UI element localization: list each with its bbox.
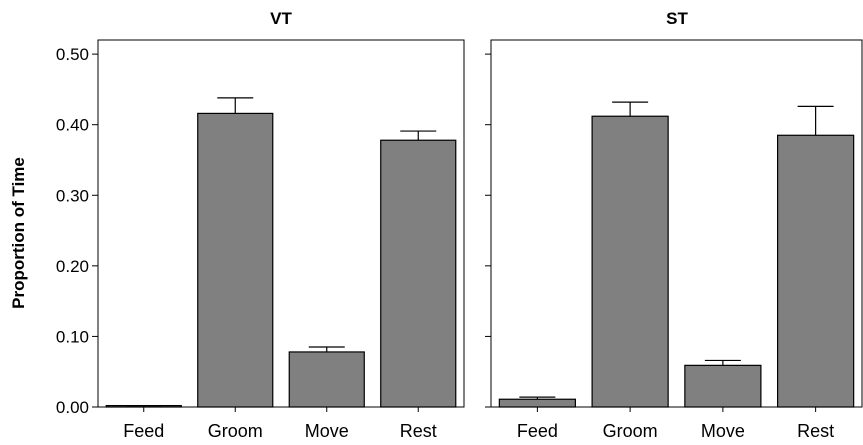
- y-axis-title: Proportion of Time: [9, 157, 28, 309]
- category-label: Move: [305, 421, 349, 441]
- bar: [776, 134, 855, 408]
- category-label: Rest: [797, 421, 834, 441]
- plot-frame: [97, 39, 465, 408]
- panel-title-st: ST: [666, 9, 688, 28]
- bar: [591, 115, 669, 408]
- y-tick-label: 0.40: [56, 116, 89, 135]
- plot-frame: [490, 39, 863, 408]
- y-tick-label: 0.00: [56, 398, 89, 417]
- bar: [498, 398, 577, 408]
- category-label: Feed: [517, 421, 558, 441]
- category-label: Feed: [123, 421, 164, 441]
- category-label: Rest: [400, 421, 437, 441]
- panel-title-vt: VT: [270, 9, 292, 28]
- category-label: Groom: [208, 421, 263, 441]
- y-tick-label: 0.30: [56, 186, 89, 205]
- category-label: Groom: [603, 421, 658, 441]
- bar: [380, 139, 457, 408]
- panel-st: Feed Groom Move Rest: [485, 39, 863, 441]
- panel-vt: 0.00 0.10 0.20 0.30 0.40 0.50 Feed Groom Move Res…: [56, 39, 465, 441]
- category-label: Move: [701, 421, 745, 441]
- y-tick-label: 0.20: [56, 257, 89, 276]
- y-tick-label: 0.50: [56, 45, 89, 64]
- bar: [288, 351, 365, 408]
- bar: [684, 364, 762, 408]
- bar: [197, 112, 274, 408]
- y-tick-label: 0.10: [56, 327, 89, 346]
